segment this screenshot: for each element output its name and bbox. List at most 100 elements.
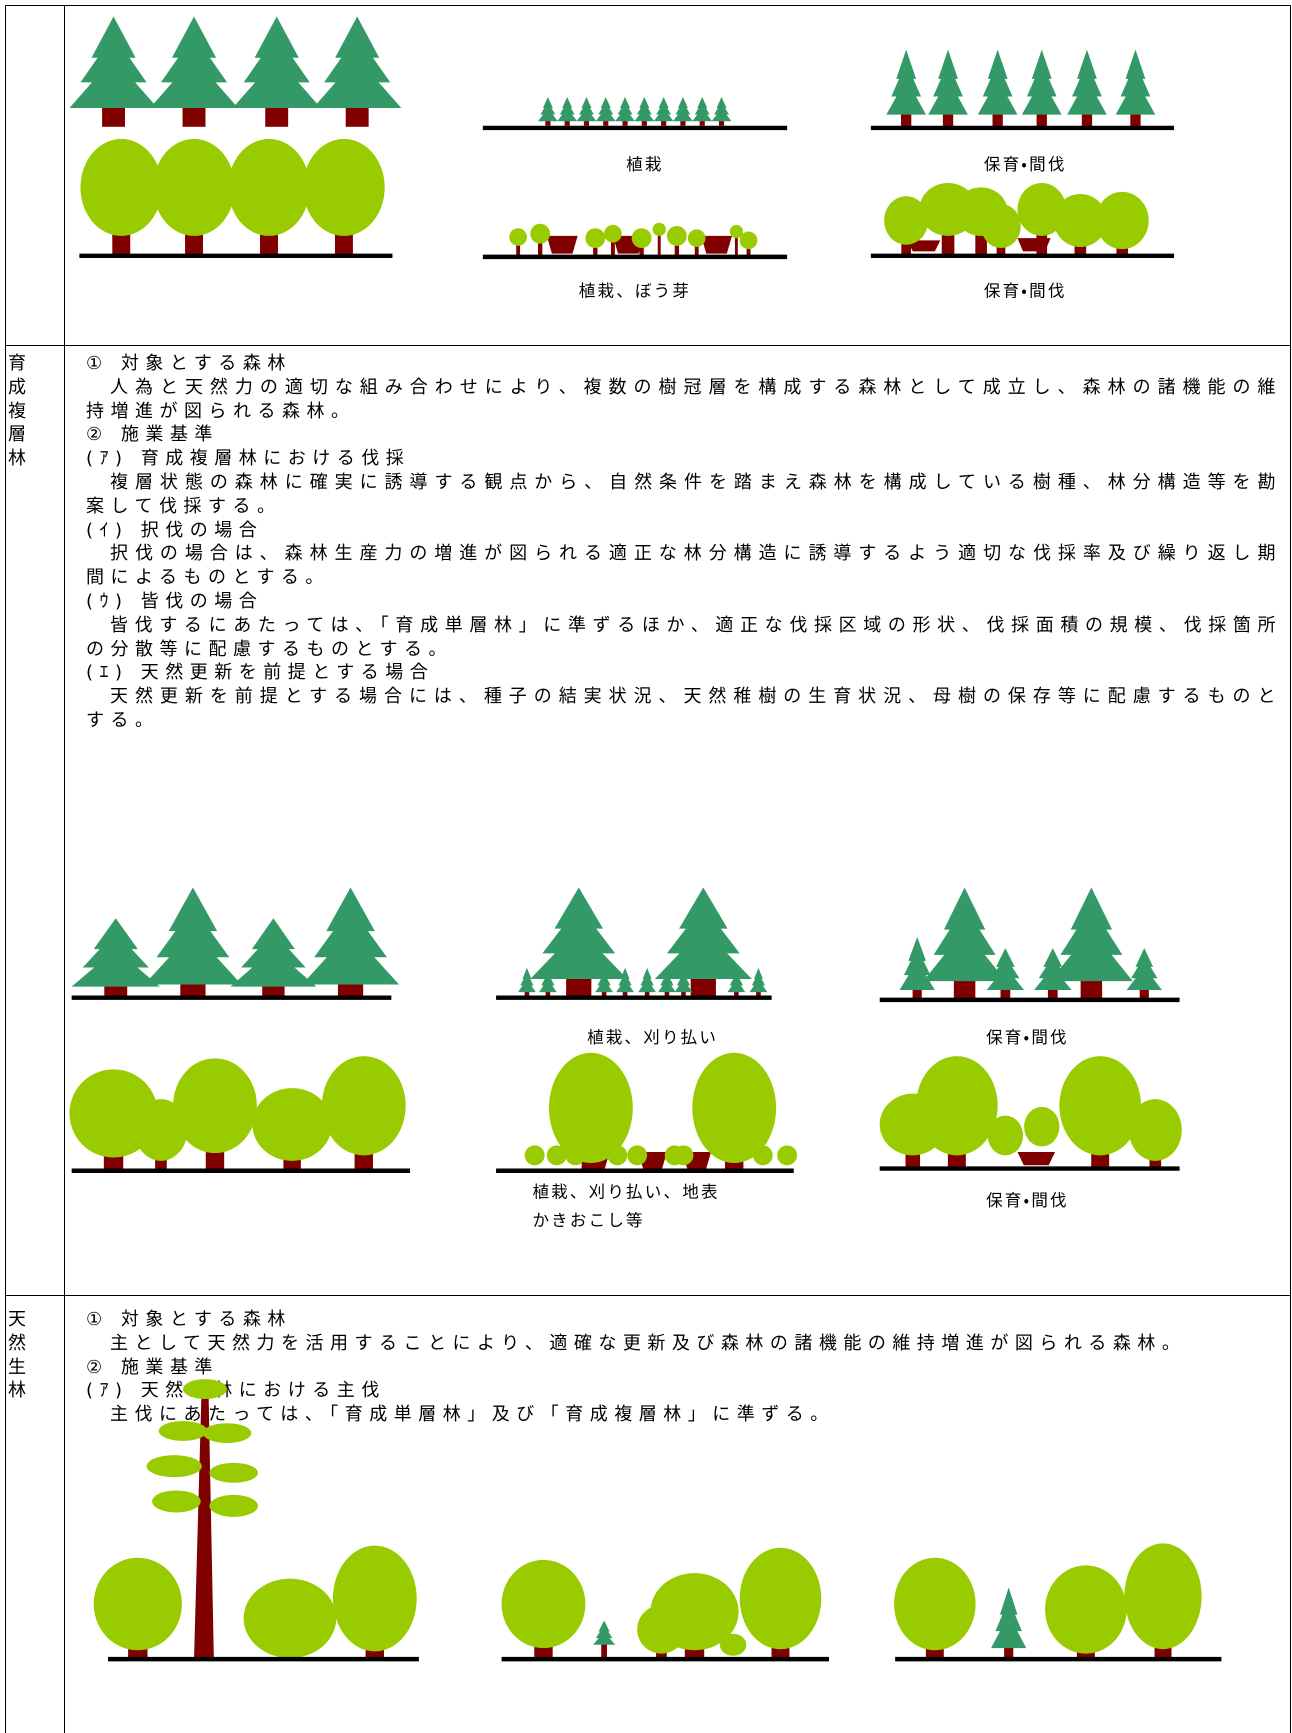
heading: (ｲ) 択伐の場合 xyxy=(86,519,264,541)
caption: 保育・間伐 xyxy=(986,1028,1069,1047)
conifer xyxy=(313,57,402,109)
trunk xyxy=(1081,111,1093,128)
broadleaf xyxy=(666,226,687,246)
trunk xyxy=(516,237,521,256)
broadleaf xyxy=(252,1088,332,1161)
trunk xyxy=(734,231,738,256)
trunk xyxy=(610,233,615,256)
trunk xyxy=(901,111,912,128)
stump xyxy=(701,235,732,254)
conifer xyxy=(749,978,768,993)
trunk xyxy=(942,111,954,128)
trunk xyxy=(104,983,128,998)
conifer xyxy=(149,57,239,109)
paragraph: 人為と天然力の適切な組み合わせにより、複数の樹冠層を構成する森林として成立し、森… xyxy=(86,376,1282,422)
heading: ② 施業基準 xyxy=(86,424,219,446)
trunk xyxy=(657,229,661,256)
conifer xyxy=(653,107,674,122)
conifer xyxy=(928,78,968,115)
broadleaf xyxy=(1095,191,1149,250)
caption: 植栽 xyxy=(626,155,663,174)
border xyxy=(5,5,6,1733)
trunk xyxy=(603,117,609,126)
border xyxy=(64,345,1291,346)
paragraph: 複層状態の森林に確実に誘導する観点から、自然条件を踏まえ森林を構成している樹種、… xyxy=(86,471,1282,517)
paragraph: 天然更新を前提とする場合には、種子の結実状況、天然稚樹の生育状況、母樹の保存等に… xyxy=(86,686,1282,731)
broadleaf xyxy=(173,1058,257,1154)
conifer xyxy=(986,966,1025,990)
broadleaf xyxy=(530,223,551,244)
conifer xyxy=(593,1631,616,1645)
conifer xyxy=(232,57,321,109)
conifer xyxy=(518,978,536,993)
trunk xyxy=(674,235,680,256)
trunk xyxy=(566,975,592,998)
stump xyxy=(546,235,578,254)
trunk xyxy=(661,117,667,126)
heading: ① 対象とする森林 xyxy=(86,353,292,374)
broadleaf xyxy=(1128,1099,1182,1161)
broadleaf xyxy=(739,1547,822,1650)
conifer xyxy=(557,107,578,122)
conifer xyxy=(595,107,616,122)
trunk xyxy=(912,986,922,1000)
heading: ② 施業基準 xyxy=(86,1356,219,1378)
trunk xyxy=(194,1383,214,1660)
trunk xyxy=(337,981,364,998)
trunk xyxy=(1139,986,1149,1000)
broadleaf xyxy=(631,228,652,249)
broadleaf xyxy=(739,231,758,250)
broadleaf xyxy=(729,224,744,239)
paragraph: 主伐にあたっては、「育成単層林」及び「育成複層林」に準ずる。 xyxy=(110,1404,835,1426)
conifer xyxy=(886,78,927,115)
conifer xyxy=(1021,78,1062,115)
trunk xyxy=(690,975,716,998)
trunk xyxy=(734,988,739,998)
border xyxy=(5,5,1291,6)
conifer xyxy=(673,107,693,122)
broadleaf xyxy=(1017,183,1067,236)
stump xyxy=(1017,1152,1055,1166)
trunk xyxy=(564,117,570,126)
broadleaf xyxy=(1059,1056,1141,1156)
conifer xyxy=(615,107,635,122)
broadleaf xyxy=(777,1145,798,1166)
broadleaf xyxy=(650,1573,739,1651)
conifer xyxy=(302,931,400,985)
border xyxy=(5,1295,1291,1296)
broadleaf xyxy=(524,1145,545,1166)
broadleaf xyxy=(627,1145,648,1166)
border xyxy=(5,345,64,346)
conifer xyxy=(692,107,713,122)
conifer xyxy=(711,107,732,122)
conifer xyxy=(539,978,557,993)
border xyxy=(1290,5,1291,1733)
broadleaf xyxy=(585,228,606,249)
broadleaf xyxy=(1045,1565,1127,1654)
conifer xyxy=(658,978,676,993)
trunk xyxy=(545,117,551,126)
conifer xyxy=(576,107,597,122)
trunk xyxy=(1080,977,1103,1000)
broadleaf xyxy=(152,1490,201,1513)
row-text: ① 対象とする森林 人為と天然力の適切な組み合わせにより、複数の樹冠層を構成する森… xyxy=(86,352,1282,733)
paragraph: 皆伐するにあたっては、「育成単層林」に準ずるほか、適正な伐採区域の形状、伐採面積… xyxy=(86,614,1282,660)
broadleaf xyxy=(509,228,527,246)
trunk xyxy=(524,988,530,998)
conifer xyxy=(991,1614,1027,1649)
broadleaf xyxy=(546,1145,567,1166)
broadleaf xyxy=(228,138,310,236)
conifer xyxy=(654,928,752,979)
broadleaf xyxy=(501,1559,586,1649)
trunk xyxy=(641,117,647,126)
conifer xyxy=(530,928,628,979)
trunk xyxy=(601,988,607,998)
broadleaf xyxy=(1053,194,1107,247)
broadleaf xyxy=(894,1557,976,1651)
broadleaf xyxy=(652,222,666,236)
conifer xyxy=(923,929,1006,982)
trunk xyxy=(345,104,369,127)
broadleaf xyxy=(321,1056,406,1156)
